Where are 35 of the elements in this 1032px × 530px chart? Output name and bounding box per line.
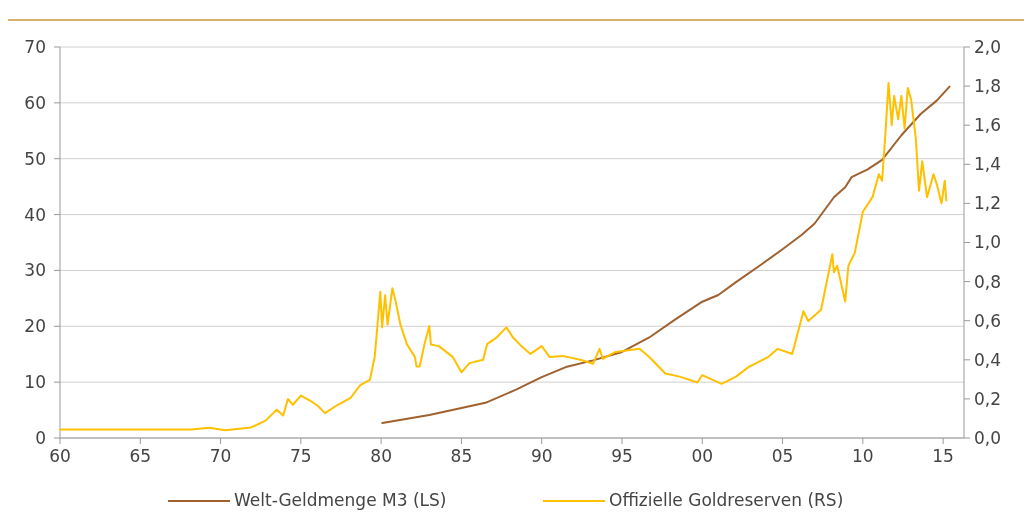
x-tick-label: 90 xyxy=(530,446,553,466)
x-tick-label: 70 xyxy=(209,446,232,466)
y2-tick-label: 1,8 xyxy=(974,76,1002,97)
y-tick-label: 50 xyxy=(24,148,46,169)
y2-tick-label: 1,0 xyxy=(974,232,1002,253)
y-tick-label: 30 xyxy=(24,260,46,281)
y2-tick-label: 0,8 xyxy=(974,271,1002,292)
y2-tick-label: 1,2 xyxy=(974,193,1002,214)
x-tick-label: 00 xyxy=(691,446,714,466)
y-tick-label: 70 xyxy=(24,36,46,57)
x-tick-label: 85 xyxy=(450,446,473,466)
y2-tick-label: 0,2 xyxy=(974,388,1002,409)
legend-label: Welt-Geldmenge M3 (LS) xyxy=(234,490,447,510)
y2-tick-label: 0,0 xyxy=(974,427,1002,448)
y-tick-label: 10 xyxy=(24,372,46,393)
x-tick-label: 15 xyxy=(932,446,954,466)
y2-tick-label: 2,0 xyxy=(974,36,1002,57)
line-series xyxy=(59,81,948,432)
y-tick-label: 40 xyxy=(24,204,46,225)
legend-label: Offizielle Goldreserven (RS) xyxy=(609,490,844,510)
y2-tick-label: 1,6 xyxy=(974,115,1002,136)
x-tick-label: 05 xyxy=(771,446,794,466)
y-tick-label: 60 xyxy=(24,92,46,113)
x-tick-label: 80 xyxy=(370,446,392,466)
line-series xyxy=(381,85,951,424)
x-tick-label: 75 xyxy=(290,446,312,466)
x-tick-label: 10 xyxy=(852,446,874,466)
y-tick-label: 0 xyxy=(35,427,46,448)
x-tick-label: 60 xyxy=(49,446,71,466)
y2-tick-label: 0,6 xyxy=(974,310,1002,331)
y-tick-label: 20 xyxy=(24,316,46,337)
x-tick-label: 65 xyxy=(129,446,152,466)
y2-tick-label: 1,4 xyxy=(974,154,1002,175)
x-tick-label: 95 xyxy=(611,446,633,466)
y2-tick-label: 0,4 xyxy=(974,349,1002,370)
